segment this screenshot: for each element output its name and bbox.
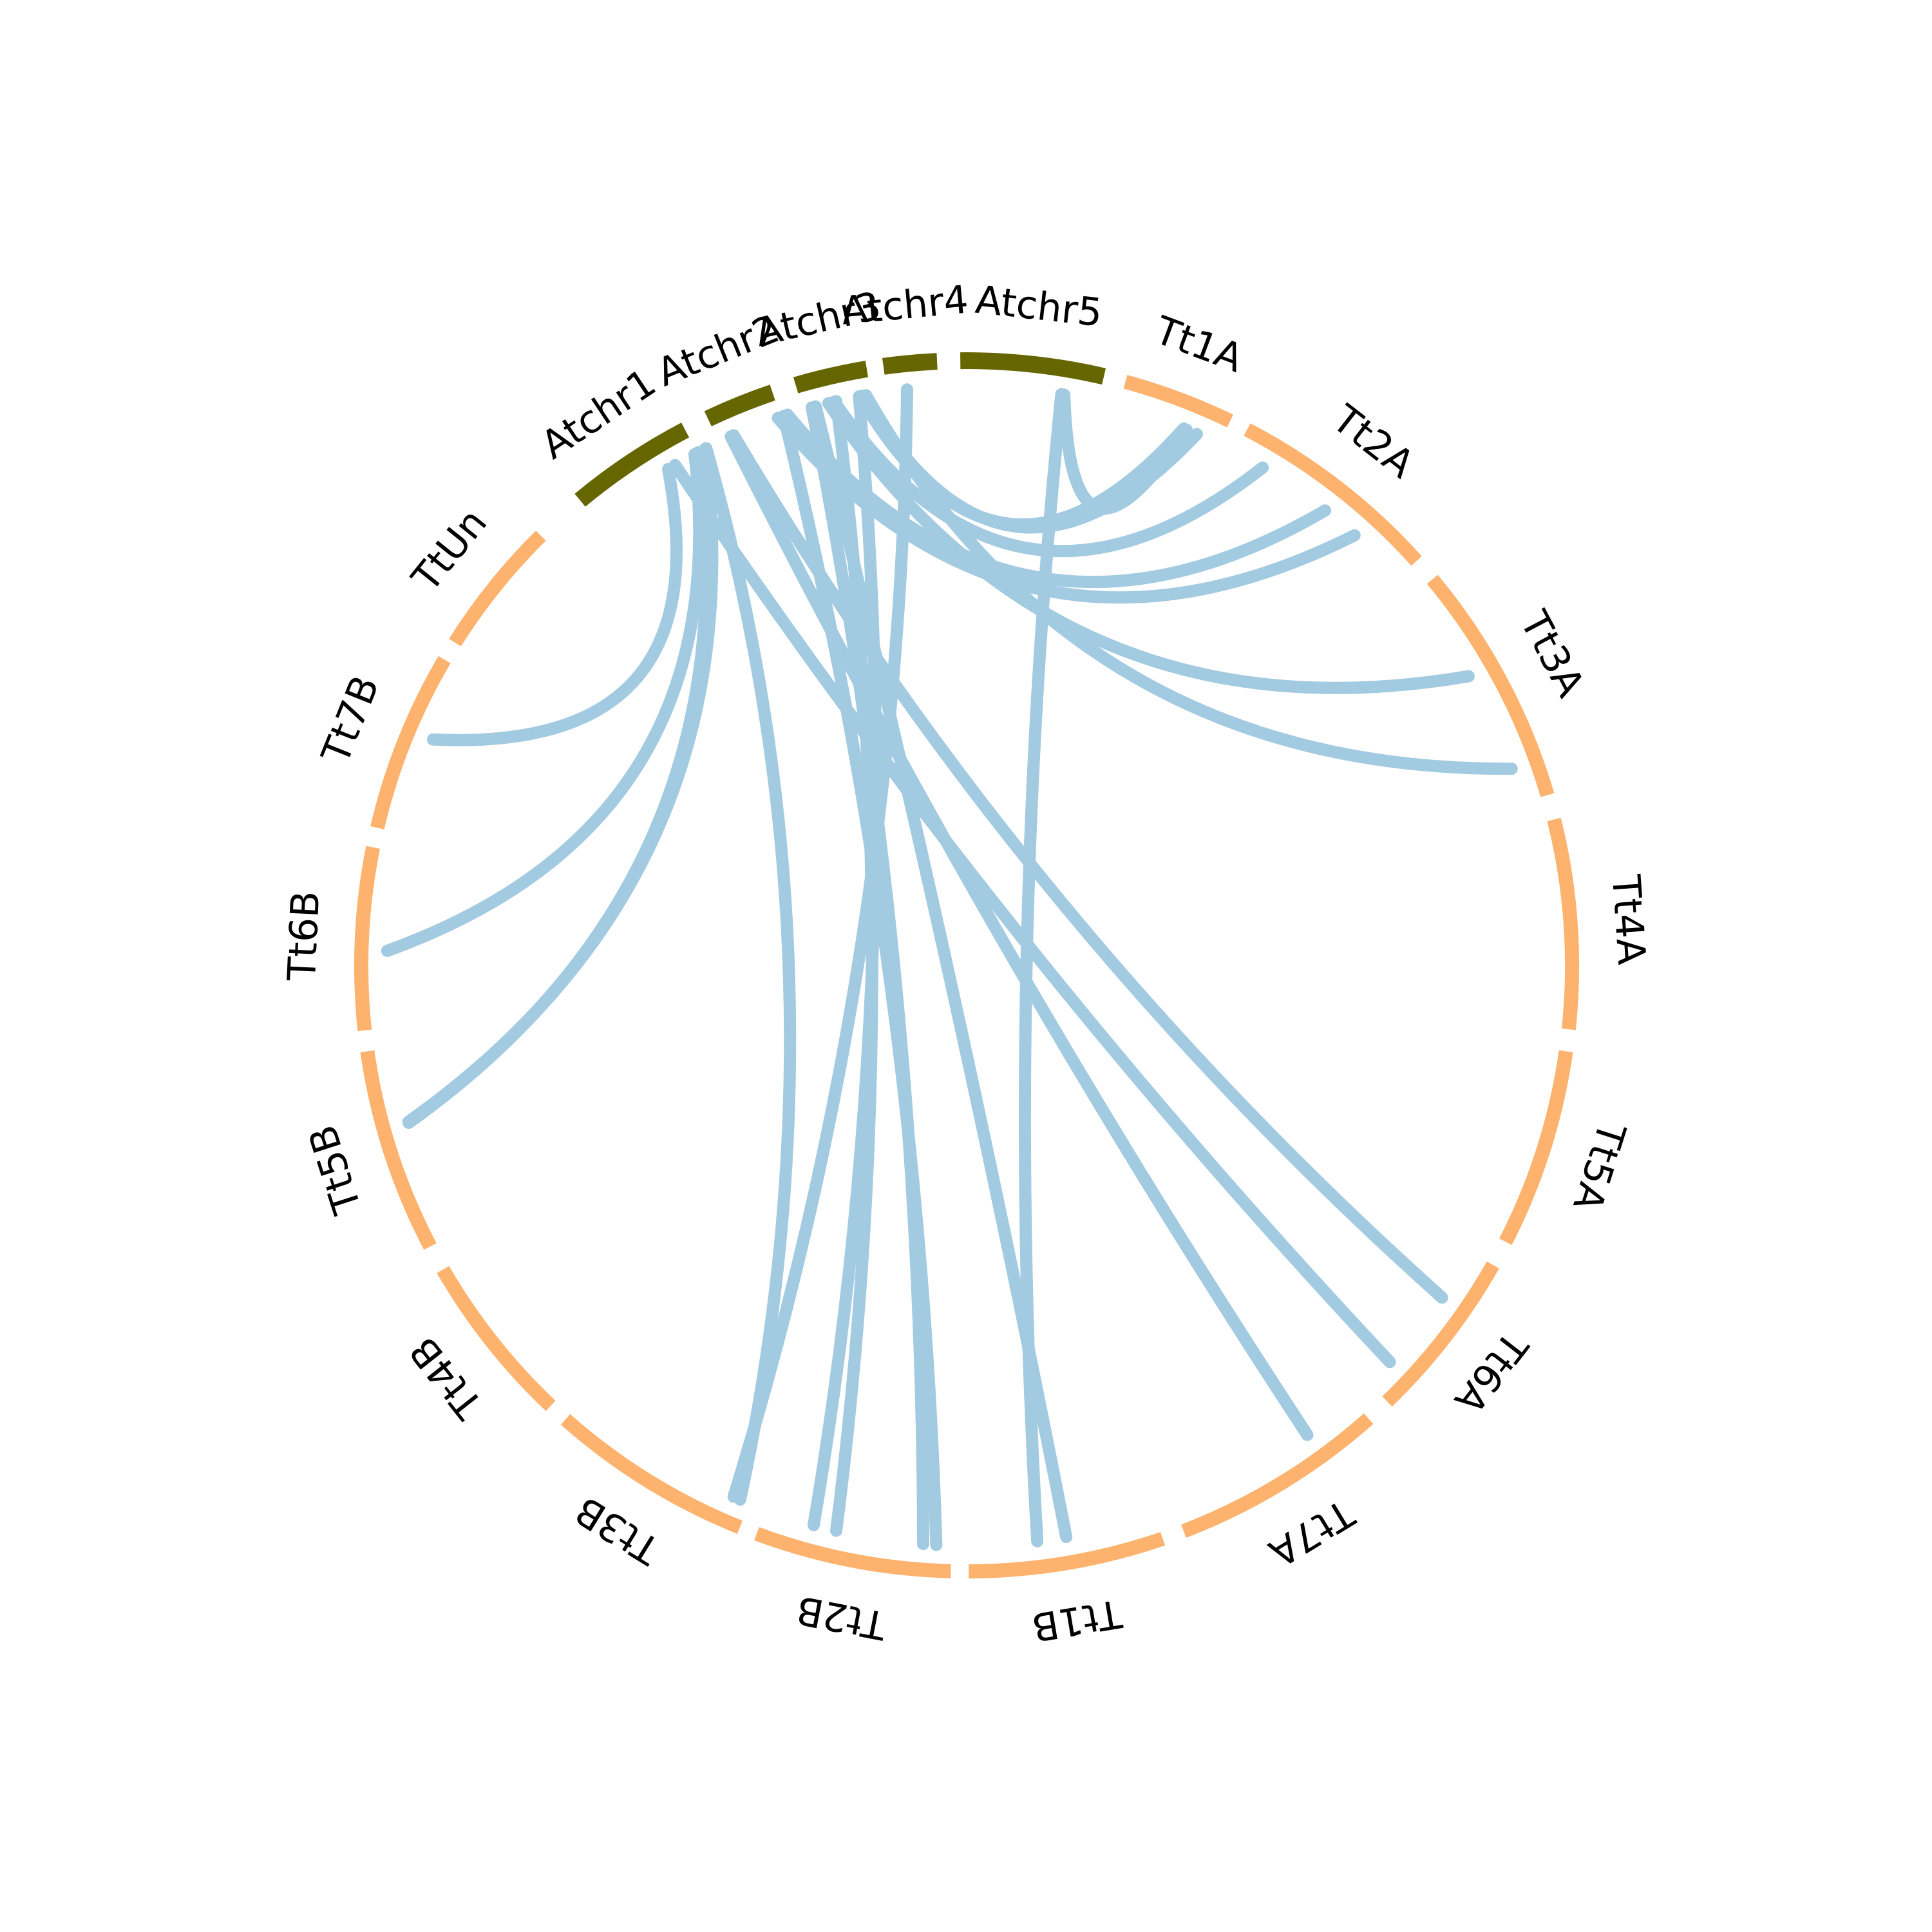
chromosome-label-ttun: TtUn <box>403 500 496 600</box>
chromosome-label-tt4a: Tt4A <box>1603 873 1654 966</box>
chromosome-label-tt3b: Tt3B <box>567 1487 668 1573</box>
synteny-link-21 <box>1018 388 1068 1548</box>
synteny-link-19 <box>727 383 913 1503</box>
chromosome-label-tt1a: Tt1A <box>1148 308 1249 382</box>
chromosome-label-tt3a: Tt3A <box>1511 603 1593 705</box>
links-layer <box>381 383 1518 1551</box>
chromosome-label-tt6b: Tt6B <box>279 890 328 983</box>
chromosome-arc-tt3a <box>1426 574 1555 797</box>
synteny-link-1 <box>381 448 706 957</box>
chromosome-arc-tt2a <box>1244 423 1422 566</box>
chromosome-arc-atchr3 <box>793 361 869 393</box>
chromosome-arc-tt6a <box>1382 1261 1499 1407</box>
chromosome-label-atchr5: Atchr5 <box>973 278 1104 336</box>
synteny-link-7 <box>724 430 1314 1441</box>
chromosome-arc-tt5a <box>1499 1050 1573 1245</box>
chromosome-label-tt6a: Tt6A <box>1446 1323 1537 1422</box>
synteny-link-15 <box>808 390 882 1531</box>
chromosome-label-tt5a: Tt5A <box>1564 1116 1634 1216</box>
chromosome-arc-atchr2 <box>704 384 775 426</box>
synteny-link-6 <box>668 459 1396 1368</box>
chromosome-arc-tt7b <box>370 656 451 829</box>
chromosome-arc-tt1b <box>969 1531 1166 1578</box>
chromosome-label-tt7a: Tt7A <box>1261 1490 1361 1575</box>
synteny-link-5 <box>700 442 797 1506</box>
chromosome-label-tt2b: Tt2B <box>793 1587 890 1648</box>
chromosome-arc-ttun <box>449 530 546 647</box>
chromosome-label-tt4b: Tt4B <box>401 1329 492 1428</box>
synteny-link-4 <box>427 463 683 746</box>
chromosome-arc-atchr5 <box>960 352 1106 385</box>
synteny-link-23 <box>828 395 1269 558</box>
synteny-link-11 <box>781 408 1332 589</box>
chromosome-label-tt5b: Tt5B <box>300 1120 371 1220</box>
chromosome-arc-tt4a <box>1547 817 1580 1030</box>
chromosome-label-tt1b: Tt1B <box>1028 1590 1125 1649</box>
chromosome-arc-atchr4 <box>882 353 938 375</box>
chromosome-label-atchr4: Atchr4 <box>839 277 970 334</box>
chromosome-arc-tt7a <box>1180 1413 1374 1538</box>
chromosome-arc-tt5b <box>360 1050 437 1250</box>
synteny-link-22 <box>860 389 1518 775</box>
chromosome-arc-tt3b <box>560 1414 743 1534</box>
chromosome-arc-tt1a <box>1123 375 1233 428</box>
synteny-link-20 <box>1058 388 1193 515</box>
synteny-link-12 <box>806 401 929 1550</box>
chromosome-ring <box>354 352 1580 1578</box>
chromosome-arc-tt2b <box>754 1527 951 1578</box>
chromosome-arc-tt4b <box>437 1265 556 1411</box>
chromosome-arc-tt6b <box>354 846 380 1032</box>
chromosome-arc-atchr1 <box>574 422 690 507</box>
chromosome-label-tt7b: Tt7B <box>313 670 388 770</box>
synteny-link-3 <box>402 442 719 1128</box>
chromosome-label-tt2a: Tt2A <box>1323 396 1423 487</box>
